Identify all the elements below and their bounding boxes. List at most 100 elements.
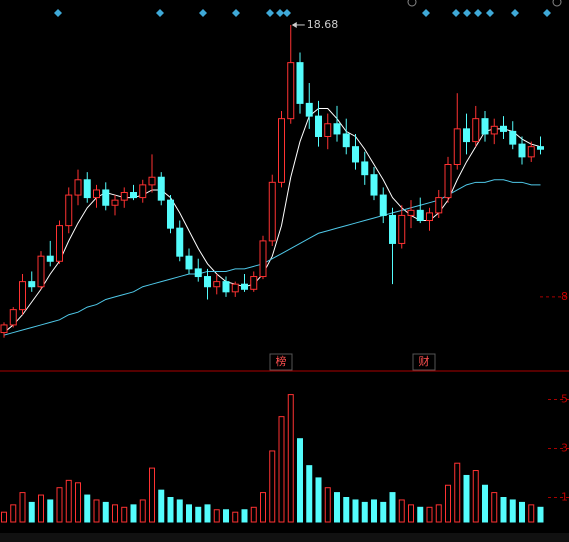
volume-bar: [10, 504, 17, 523]
volume-bar: [167, 497, 174, 523]
candle-body: [472, 118, 480, 143]
event-label: 财: [419, 354, 430, 368]
candle-body: [130, 192, 137, 199]
volume-bar: [519, 501, 525, 523]
event-markers: [54, 9, 551, 17]
candle-body: [379, 194, 387, 216]
volume-bar: [93, 499, 100, 523]
volume-bar: [361, 501, 368, 523]
candle-body: [185, 255, 193, 270]
volume-bar: [334, 492, 340, 523]
candle-body: [194, 268, 202, 278]
volume-bar: [38, 494, 44, 523]
volume-bar: [324, 487, 331, 523]
volume-bar: [287, 394, 294, 523]
candle-body: [268, 181, 276, 242]
candle-body: [342, 133, 350, 148]
volume-bar: [121, 506, 128, 523]
volume-bar: [186, 504, 192, 523]
candle-body: [324, 123, 332, 137]
volume-bar: [435, 504, 442, 523]
volume-bar: [28, 501, 35, 523]
volume-bar: [232, 511, 239, 523]
event-label: 榜: [276, 354, 287, 368]
volume-bar: [426, 506, 433, 523]
icon: [407, 0, 417, 7]
volume-bar: [297, 438, 303, 523]
candle-body: [407, 209, 415, 216]
y-tick-label: 5: [561, 393, 568, 406]
volume-bar: [454, 462, 461, 523]
candle-body: [111, 199, 119, 206]
candle-body: [222, 281, 230, 293]
candle-body: [370, 174, 378, 196]
volume-bar: [250, 506, 257, 523]
candle-body: [352, 146, 359, 163]
candle-body: [315, 115, 322, 137]
candle-body: [416, 209, 424, 222]
candle-body: [139, 184, 147, 199]
candle-body: [389, 214, 396, 244]
candle-body: [426, 212, 433, 222]
candle-body: [250, 276, 258, 290]
candle-body: [361, 161, 369, 176]
candle-body: [305, 102, 313, 117]
volume-bar: [537, 506, 544, 523]
volume-bar: [278, 416, 285, 523]
volume-bar: [528, 504, 535, 523]
volume-bar: [380, 501, 387, 523]
volume-bar: [389, 492, 396, 523]
volume-bar: [500, 497, 507, 523]
volume-bar: [47, 499, 54, 523]
candle-body: [83, 179, 91, 199]
candle-body: [213, 281, 221, 288]
status-bar: [0, 533, 569, 542]
candle-body: [296, 62, 304, 104]
volume-bar: [417, 506, 424, 523]
volume-bar: [352, 499, 359, 523]
candle-body: [148, 176, 156, 186]
annotation-arrowhead: [291, 21, 297, 28]
candle-body: [537, 146, 544, 150]
candle-body: [157, 176, 165, 201]
candle-body: [259, 240, 267, 278]
volume-bar: [306, 465, 313, 523]
candle-body: [28, 281, 36, 288]
volume-bar: [56, 487, 63, 523]
candle-body: [204, 276, 211, 288]
candle-body: [167, 199, 174, 229]
volume-bar: [315, 477, 322, 523]
candle-body: [453, 128, 461, 166]
candle-body: [19, 281, 26, 311]
candle-body: [287, 62, 295, 120]
volume-bar: [158, 489, 165, 523]
candle-body: [509, 130, 517, 145]
volume-bar: [75, 482, 81, 523]
volume-bar: [102, 501, 109, 523]
candle-body: [518, 143, 526, 158]
event-box: [269, 353, 293, 371]
candle-body: [481, 118, 489, 135]
volume-bar: [112, 504, 118, 523]
y-tick-label: 8: [561, 290, 568, 303]
volume-bar: [398, 499, 405, 523]
volume-bar: [491, 492, 498, 523]
y-tick-label: 3: [561, 442, 568, 455]
candle-body: [527, 146, 535, 158]
volume-bar: [84, 494, 91, 523]
volume-bar: [1, 511, 7, 523]
candle-body: [37, 255, 45, 288]
volume-bar: [445, 484, 451, 523]
volume-bar: [509, 499, 516, 523]
volume-bar: [139, 499, 146, 523]
volume-bar: [195, 506, 202, 523]
volume-bar: [65, 479, 72, 523]
volume-bar: [176, 499, 183, 523]
volume-bar: [343, 497, 350, 523]
candle-body: [231, 283, 239, 293]
annotation: 18.68: [307, 18, 339, 31]
volume-bar: [19, 492, 26, 523]
candle-body: [490, 125, 498, 135]
